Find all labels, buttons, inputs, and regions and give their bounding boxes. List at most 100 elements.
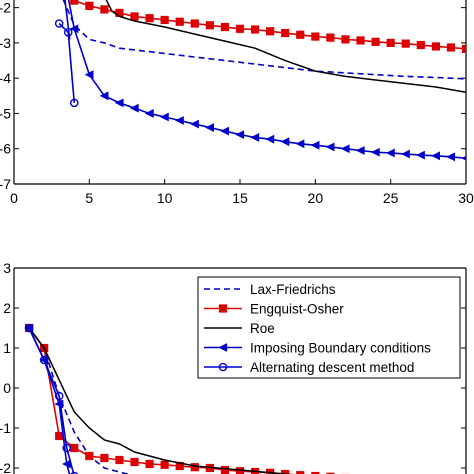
marker-ibc	[220, 126, 230, 136]
marker-ibc	[114, 98, 124, 108]
marker-ibc	[295, 139, 305, 149]
marker-adm	[54, 391, 64, 401]
y-tick-label: 1	[3, 340, 11, 356]
marker-eo	[311, 32, 320, 41]
marker-ibc	[446, 152, 456, 162]
marker-eo	[220, 465, 230, 474]
marker-eo	[311, 471, 320, 474]
y-tick-label: -4	[0, 70, 11, 86]
marker-eo	[85, 451, 94, 461]
marker-eo	[70, 0, 79, 5]
marker-eo	[220, 22, 230, 32]
legend-label-roe: Roe	[250, 321, 275, 336]
marker-ibc	[280, 137, 290, 147]
marker-ibc	[416, 150, 425, 160]
legend-label-adm: Alternating descent method	[250, 360, 414, 375]
marker-ibc	[159, 112, 169, 122]
marker-eo	[296, 471, 305, 474]
marker-ibc	[235, 130, 245, 140]
marker-eo	[145, 459, 154, 469]
y-tick-label: 2	[3, 300, 11, 316]
marker-eo	[175, 17, 184, 26]
marker-eo	[416, 40, 425, 50]
marker-eo	[70, 443, 79, 453]
y-tick-label: -6	[0, 141, 11, 157]
marker-eo	[371, 37, 380, 46]
series-line-ibc	[67, 0, 466, 160]
marker-ibc	[340, 144, 350, 154]
y-tick-label: -5	[0, 105, 11, 121]
x-tick-label: 0	[10, 190, 18, 206]
y-tick-label: -7	[0, 176, 11, 192]
marker-eo	[55, 431, 64, 441]
marker-ibc	[144, 109, 154, 118]
marker-adm	[70, 471, 79, 474]
marker-ibc	[461, 155, 466, 161]
marker-ibc	[385, 148, 395, 158]
series-line-lf	[62, 0, 466, 80]
marker-eo	[235, 467, 245, 474]
marker-eo	[205, 21, 214, 30]
x-tick-label: 25	[383, 190, 399, 206]
marker-adm	[62, 443, 72, 453]
marker-ibc	[175, 116, 184, 125]
marker-ibc	[355, 146, 365, 155]
marker-adm	[39, 355, 49, 365]
marker-eo	[190, 19, 199, 28]
plot-area	[54, 0, 466, 162]
legend-label-eo: Engquist-Osher	[250, 302, 344, 317]
marker-eo	[326, 33, 335, 42]
y-tick-label: -2	[0, 0, 11, 16]
marker-ibc	[250, 133, 260, 142]
marker-ibc	[401, 149, 410, 159]
y-tick-label: -1	[0, 420, 11, 436]
legend-label-lf: Lax-Friedrichs	[250, 282, 336, 297]
series-line-adm_stray	[64, 0, 71, 40]
marker-eo	[190, 463, 199, 472]
y-tick-label: 0	[3, 380, 11, 396]
marker-eo	[461, 44, 466, 54]
legend-marker-ibc	[218, 343, 228, 352]
x-tick-label: 15	[232, 190, 248, 206]
marker-adm	[69, 98, 79, 108]
marker-ibc	[370, 147, 380, 157]
y-tick-label: -3	[0, 35, 11, 51]
top-chart: -2 -3 -4 -5 -6 -70 5 10 15 20 25 30	[0, 0, 474, 206]
marker-ibc	[99, 91, 109, 101]
marker-ibc	[265, 134, 275, 144]
marker-eo	[235, 24, 245, 33]
marker-adm	[24, 323, 34, 333]
marker-eo	[115, 455, 124, 465]
legend-marker-eo	[218, 304, 228, 313]
marker-ibc	[205, 123, 214, 132]
axes-frame: -2 -3 -4 -5 -6 -70 5 10 15 20 25 30	[0, 0, 474, 206]
marker-ibc	[69, 24, 79, 34]
marker-ibc	[129, 103, 139, 113]
marker-eo	[281, 28, 290, 38]
series-line-eo	[72, 0, 466, 50]
marker-eo	[130, 457, 139, 467]
marker-eo	[160, 15, 169, 25]
marker-eo	[130, 12, 139, 21]
marker-eo	[85, 1, 94, 10]
series-line-adm	[28, 327, 75, 474]
marker-eo	[446, 43, 456, 52]
marker-ibc	[431, 151, 440, 161]
marker-eo	[100, 453, 109, 463]
y-tick-label: 3	[3, 260, 11, 276]
marker-adm	[54, 19, 64, 28]
marker-eo	[160, 460, 169, 469]
series-line-roe	[105, 0, 466, 94]
x-tick-label: 5	[85, 190, 93, 206]
series-line-roe	[28, 327, 294, 474]
plot-area	[24, 323, 350, 474]
marker-ibc	[310, 140, 320, 150]
marker-eo	[250, 25, 260, 34]
marker-ibc	[325, 142, 335, 152]
marker-eo	[431, 42, 440, 51]
marker-ibc	[190, 119, 199, 129]
marker-eo	[341, 35, 350, 44]
marker-eo	[401, 39, 410, 48]
axes-frame: 3 2 1 0 -1 -2	[0, 260, 467, 474]
